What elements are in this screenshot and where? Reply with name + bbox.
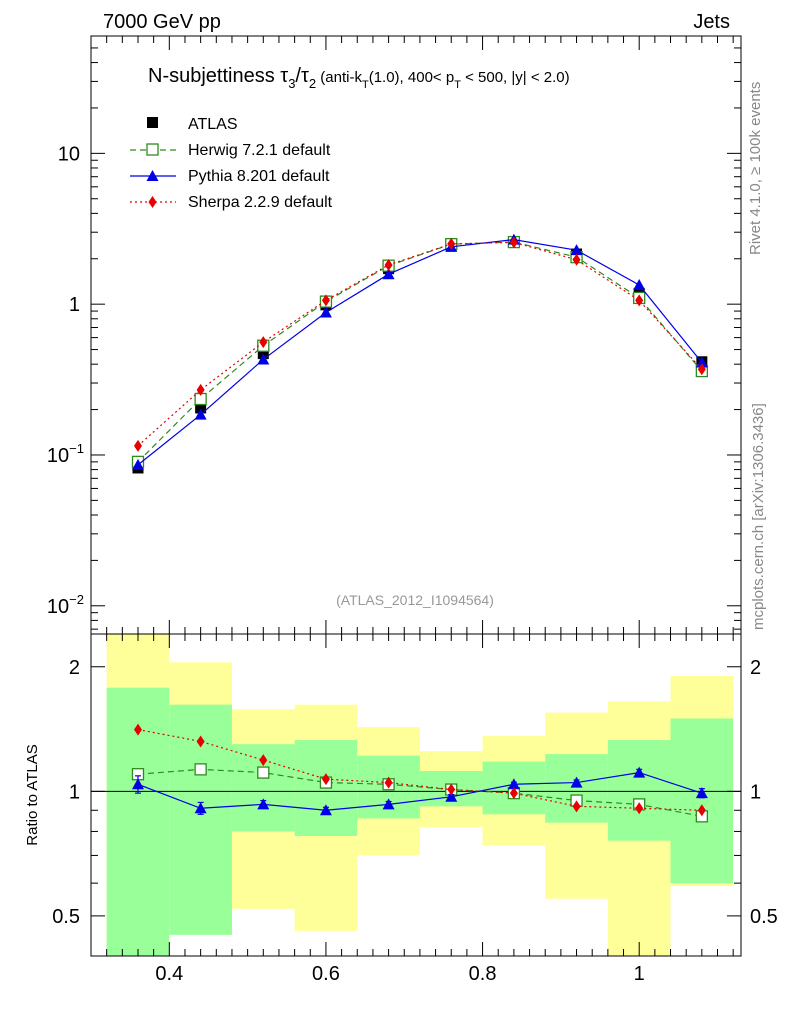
ratio-point-sherpa — [509, 787, 518, 800]
main-point-sherpa — [635, 294, 644, 307]
ratio-series — [91, 723, 741, 823]
main-point-pythia — [382, 268, 395, 280]
ratio-point-sherpa — [259, 754, 268, 767]
ratio-band-inner — [607, 740, 671, 841]
main-point-sherpa — [321, 294, 330, 307]
ratio-ytick-label-left: 0.5 — [52, 906, 80, 928]
main-point-pythia — [319, 306, 332, 318]
main-point-pythia — [695, 356, 708, 368]
main-point-sherpa — [384, 258, 393, 271]
ratio-xtick-label: 0.8 — [469, 963, 497, 985]
ratio-line-sherpa — [137, 728, 702, 811]
ratio-point-pythia — [382, 798, 395, 810]
ratio-point-pythia — [319, 804, 332, 816]
main-ytick-label: 1 — [69, 294, 80, 316]
main-point-sherpa — [259, 336, 268, 349]
main-point-atlas — [195, 402, 207, 414]
main-point-sherpa — [447, 237, 456, 250]
ratio-xtick-label: 0.4 — [155, 963, 183, 985]
legend-herwig-marker — [146, 143, 159, 156]
legend-atlas-marker — [147, 117, 158, 128]
main-point-sherpa — [509, 236, 518, 249]
ratio-point-sherpa — [384, 776, 393, 789]
ratio-point-sherpa — [196, 735, 205, 748]
ratio-point-sherpa — [697, 804, 706, 817]
ratio-ytick-label-right: 0.5 — [750, 906, 778, 928]
ratio-point-pythia — [633, 766, 646, 778]
energy-label: 7000 GeV pp — [103, 11, 221, 33]
rivet-version-label: Rivet 4.1.0, ≥ 100k events — [747, 82, 764, 255]
main-point-pythia — [131, 458, 144, 470]
mcplots-label: mcplots.cern.ch [arXiv:1306.3436] — [750, 403, 767, 630]
ratio-point-pythia — [131, 778, 144, 790]
main-line-pythia — [137, 238, 703, 466]
legend-atlas-label: ATLAS — [188, 116, 238, 133]
ratio-ytick-label-right: 1 — [750, 781, 761, 803]
legend-pythia-label: Pythia 8.201 default — [188, 168, 330, 185]
ratio-point-herwig — [257, 766, 270, 779]
ratio-axis-ticks: 2 2 1 1 0.5 0.5 0.4 0.6 0.8 1 — [52, 634, 778, 985]
main-line-sherpa — [137, 241, 703, 447]
main-point-pythia — [570, 244, 583, 256]
ratio-xtick-label: 0.6 — [312, 963, 340, 985]
main-title: N-subjettiness τ3/τ2 (anti-kT(1.0), 400<… — [148, 65, 570, 91]
ratio-point-pythia — [507, 778, 520, 790]
category-label: Jets — [693, 11, 730, 33]
main-point-pythia — [194, 408, 207, 420]
ratio-point-pythia — [257, 798, 270, 810]
ratio-point-pythia — [194, 802, 207, 814]
legend-pythia-marker — [146, 170, 159, 181]
main-point-sherpa — [572, 253, 581, 266]
ratio-point-pythia — [445, 790, 458, 802]
ratio-point-sherpa — [635, 802, 644, 815]
ratio-ytick-label-right: 2 — [750, 657, 761, 679]
main-ytick-label: 10 — [58, 143, 80, 165]
legend: ATLAS Herwig 7.2.1 default Pythia 8.201 … — [130, 116, 333, 211]
ratio-point-pythia — [570, 776, 583, 788]
ratio-plot-frame — [90, 633, 742, 957]
main-ytick-label: 10−1 — [47, 441, 84, 467]
ratio-point-sherpa — [572, 800, 581, 813]
ratio-point-pythia — [695, 787, 708, 799]
main-point-pythia — [633, 278, 646, 290]
ratio-ylabel: Ratio to ATLAS — [24, 744, 41, 845]
ratio-point-herwig — [194, 763, 207, 776]
ratio-line-pythia — [137, 771, 703, 811]
main-axis-ticks: 10 1 10−1 10−2 — [47, 35, 741, 634]
ratio-ytick-label-left: 2 — [69, 657, 80, 679]
main-point-sherpa — [133, 439, 142, 452]
ratio-ytick-label-left: 1 — [69, 781, 80, 803]
main-line-herwig — [137, 241, 703, 463]
main-point-sherpa — [196, 383, 205, 396]
ratio-band-inner — [670, 718, 734, 884]
ratio-band-inner — [545, 754, 608, 823]
ratio-uncertainty-bands — [106, 634, 734, 956]
main-point-pythia — [257, 353, 270, 365]
main-point-sherpa — [697, 363, 706, 376]
ratio-line-herwig — [137, 768, 702, 817]
ratio-point-sherpa — [447, 783, 456, 796]
ratio-xtick-label: 1 — [634, 963, 645, 985]
legend-sherpa-label: Sherpa 2.2.9 default — [188, 194, 333, 211]
ratio-point-sherpa — [321, 773, 330, 786]
main-series — [131, 233, 708, 474]
ratio-point-sherpa — [133, 723, 142, 736]
analysis-watermark: (ATLAS_2012_I1094564) — [336, 592, 494, 608]
legend-sherpa-marker — [148, 196, 157, 208]
main-ytick-label: 10−2 — [47, 592, 84, 618]
legend-herwig-label: Herwig 7.2.1 default — [188, 142, 331, 159]
